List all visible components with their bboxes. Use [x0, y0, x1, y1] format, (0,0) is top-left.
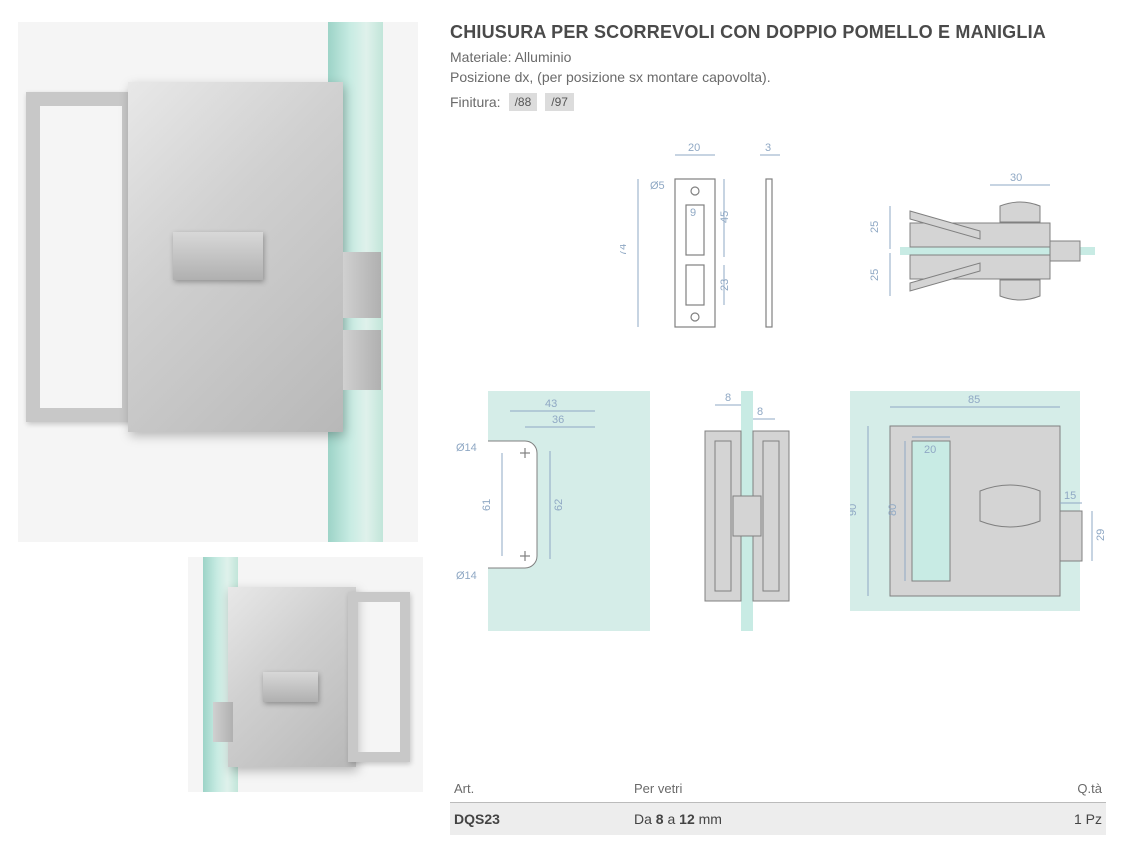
catalog-page: CHIUSURA PER SCORREVOLI CON DOPPIO POMEL… [0, 0, 1126, 845]
glass-max: 12 [679, 811, 695, 827]
td-glass: Da 8 a 12 mm [634, 811, 1022, 827]
info-column: CHIUSURA PER SCORREVOLI CON DOPPIO POMEL… [445, 0, 1126, 845]
dim-knob-w: 30 [1010, 172, 1022, 184]
position-note: Posizione dx, (per posizione sx montare … [450, 69, 1106, 85]
dim-top-h1: 25 [869, 221, 881, 233]
dim-cut-43: 43 [545, 398, 557, 410]
td-art: DQS23 [454, 811, 634, 827]
dim-slot-w: 20 [924, 444, 936, 456]
finish-chip-0: /88 [509, 93, 538, 111]
spec-table: Art. Per vetri Q.tà DQS23 Da 8 a 12 mm 1… [450, 775, 1106, 835]
glass-mid: a [664, 811, 680, 827]
th-art: Art. [454, 781, 634, 796]
technical-drawings: 20 3 Ø5 9 74 45 23 [450, 141, 1106, 775]
finish-row: Finitura: /88 /97 [450, 93, 1106, 111]
dim-strike-h: 74 [620, 244, 629, 256]
dim-side-8a: 8 [725, 392, 731, 404]
th-qty: Q.tà [1022, 781, 1102, 796]
dim-strike-w: 20 [688, 142, 700, 154]
drawing-strike-plate: 20 3 Ø5 9 74 45 23 [620, 141, 840, 351]
dim-front-h: 90 [850, 504, 859, 516]
dim-cut-61: 61 [481, 499, 493, 511]
finish-chip-1: /97 [545, 93, 574, 111]
dim-slot-bot: 23 [719, 279, 731, 291]
dim-top-h2: 25 [869, 269, 881, 281]
glass-prefix: Da [634, 811, 656, 827]
dim-side-8b: 8 [757, 406, 763, 418]
table-row: DQS23 Da 8 a 12 mm 1 Pz [450, 803, 1106, 835]
dim-cut-dia1: Ø14 [456, 442, 477, 454]
product-photo-main [18, 22, 418, 542]
drawing-top-view: 30 25 25 [850, 171, 1100, 331]
glass-min: 8 [656, 811, 664, 827]
dim-latch-h: 29 [1095, 529, 1107, 541]
glass-unit: mm [695, 811, 722, 827]
drawing-cutout: 43 36 Ø14 Ø14 61 62 [450, 391, 650, 631]
td-qty: 1 Pz [1022, 811, 1102, 827]
dim-cut-62: 62 [553, 499, 565, 511]
product-photo-secondary [188, 557, 423, 792]
drawing-front: 85 90 20 80 15 29 [850, 391, 1110, 631]
dim-strike-t: 3 [765, 142, 771, 154]
dim-hole-dia: Ø5 [650, 180, 665, 192]
photo-column [0, 0, 445, 845]
dim-slot-top: 45 [719, 211, 731, 223]
dim-cut-dia2: Ø14 [456, 570, 477, 582]
material-value: Alluminio [515, 49, 572, 65]
material-line: Materiale: Alluminio [450, 49, 1106, 65]
dim-latch-w: 15 [1064, 490, 1076, 502]
drawing-side-section: 8 8 [665, 391, 835, 631]
dim-slot-h: 80 [887, 504, 899, 516]
dim-slot-w: 9 [690, 207, 696, 219]
material-label: Materiale: [450, 49, 511, 65]
dim-front-w: 85 [968, 394, 980, 406]
finish-label: Finitura: [450, 94, 501, 110]
th-glass: Per vetri [634, 781, 1022, 796]
product-title: CHIUSURA PER SCORREVOLI CON DOPPIO POMEL… [450, 22, 1106, 43]
table-header: Art. Per vetri Q.tà [450, 775, 1106, 803]
dim-cut-36: 36 [552, 414, 564, 426]
